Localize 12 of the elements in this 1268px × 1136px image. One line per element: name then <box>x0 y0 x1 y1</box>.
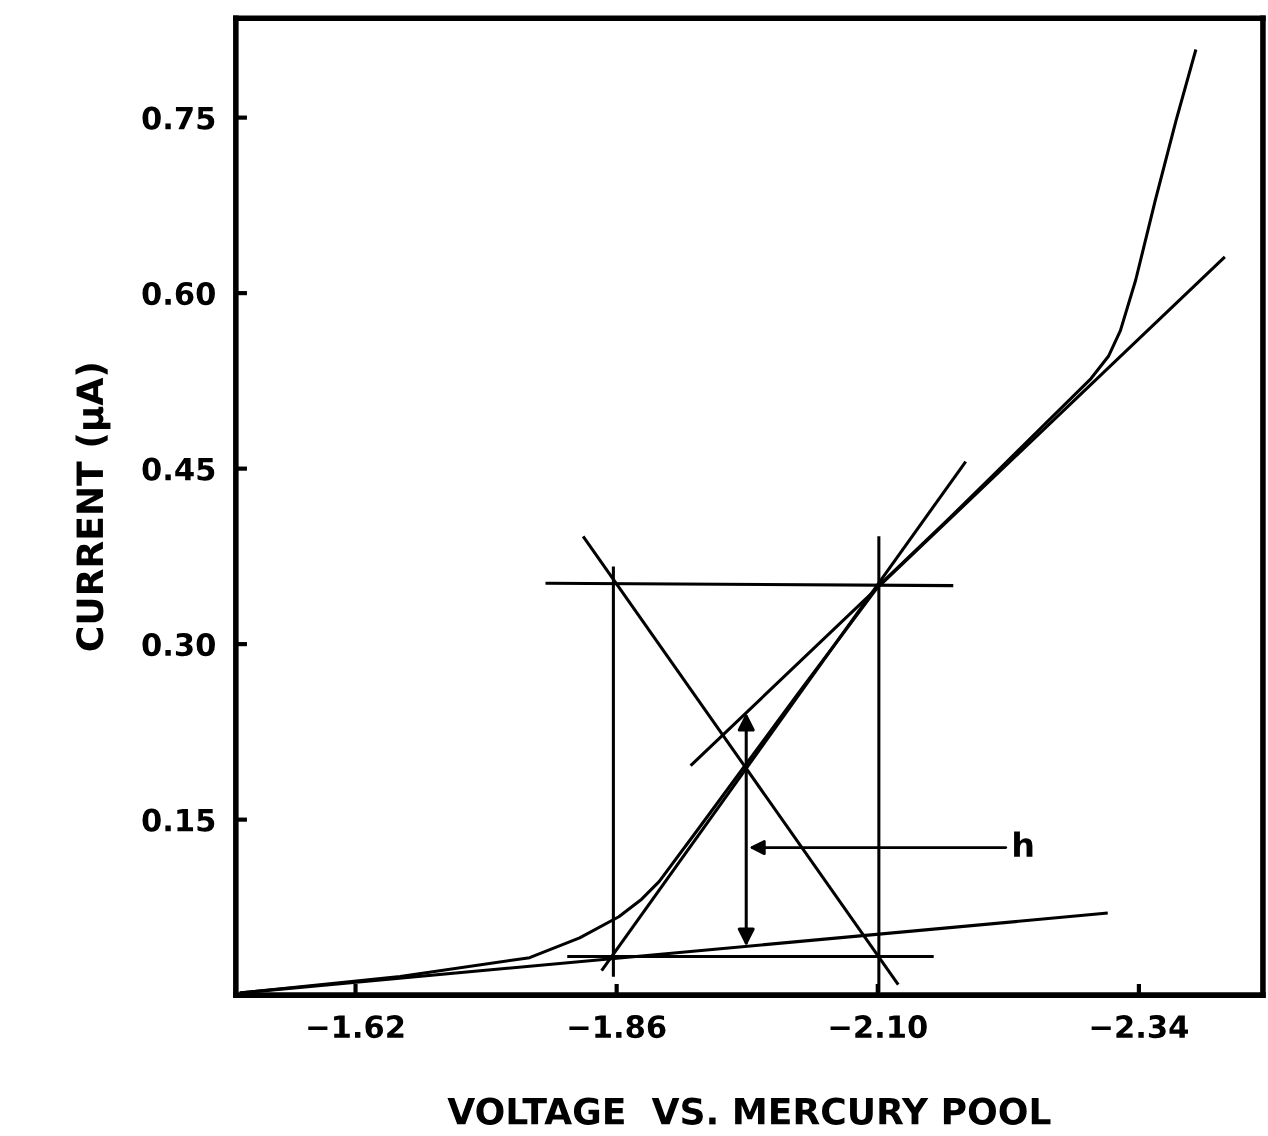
y-tick-label: 0.45 <box>142 457 215 481</box>
y-axis-title: CURRENT (μA) <box>75 364 111 651</box>
y-tick-label: 0.30 <box>142 633 215 657</box>
x-tick-label: −2.34 <box>1091 1015 1188 1039</box>
x-axis-title: VOLTAGE VS. MERCURY POOL <box>447 1097 1051 1125</box>
y-tick-label: 0.60 <box>142 282 215 306</box>
annotation: h <box>1014 831 1033 857</box>
x-tick-label: −2.10 <box>830 1015 927 1039</box>
x-tick-label: −1.62 <box>308 1015 404 1039</box>
y-tick-label: 0.75 <box>142 106 215 130</box>
y-tick-label: 0.15 <box>142 808 215 832</box>
x-tick-label: −1.86 <box>569 1015 666 1039</box>
